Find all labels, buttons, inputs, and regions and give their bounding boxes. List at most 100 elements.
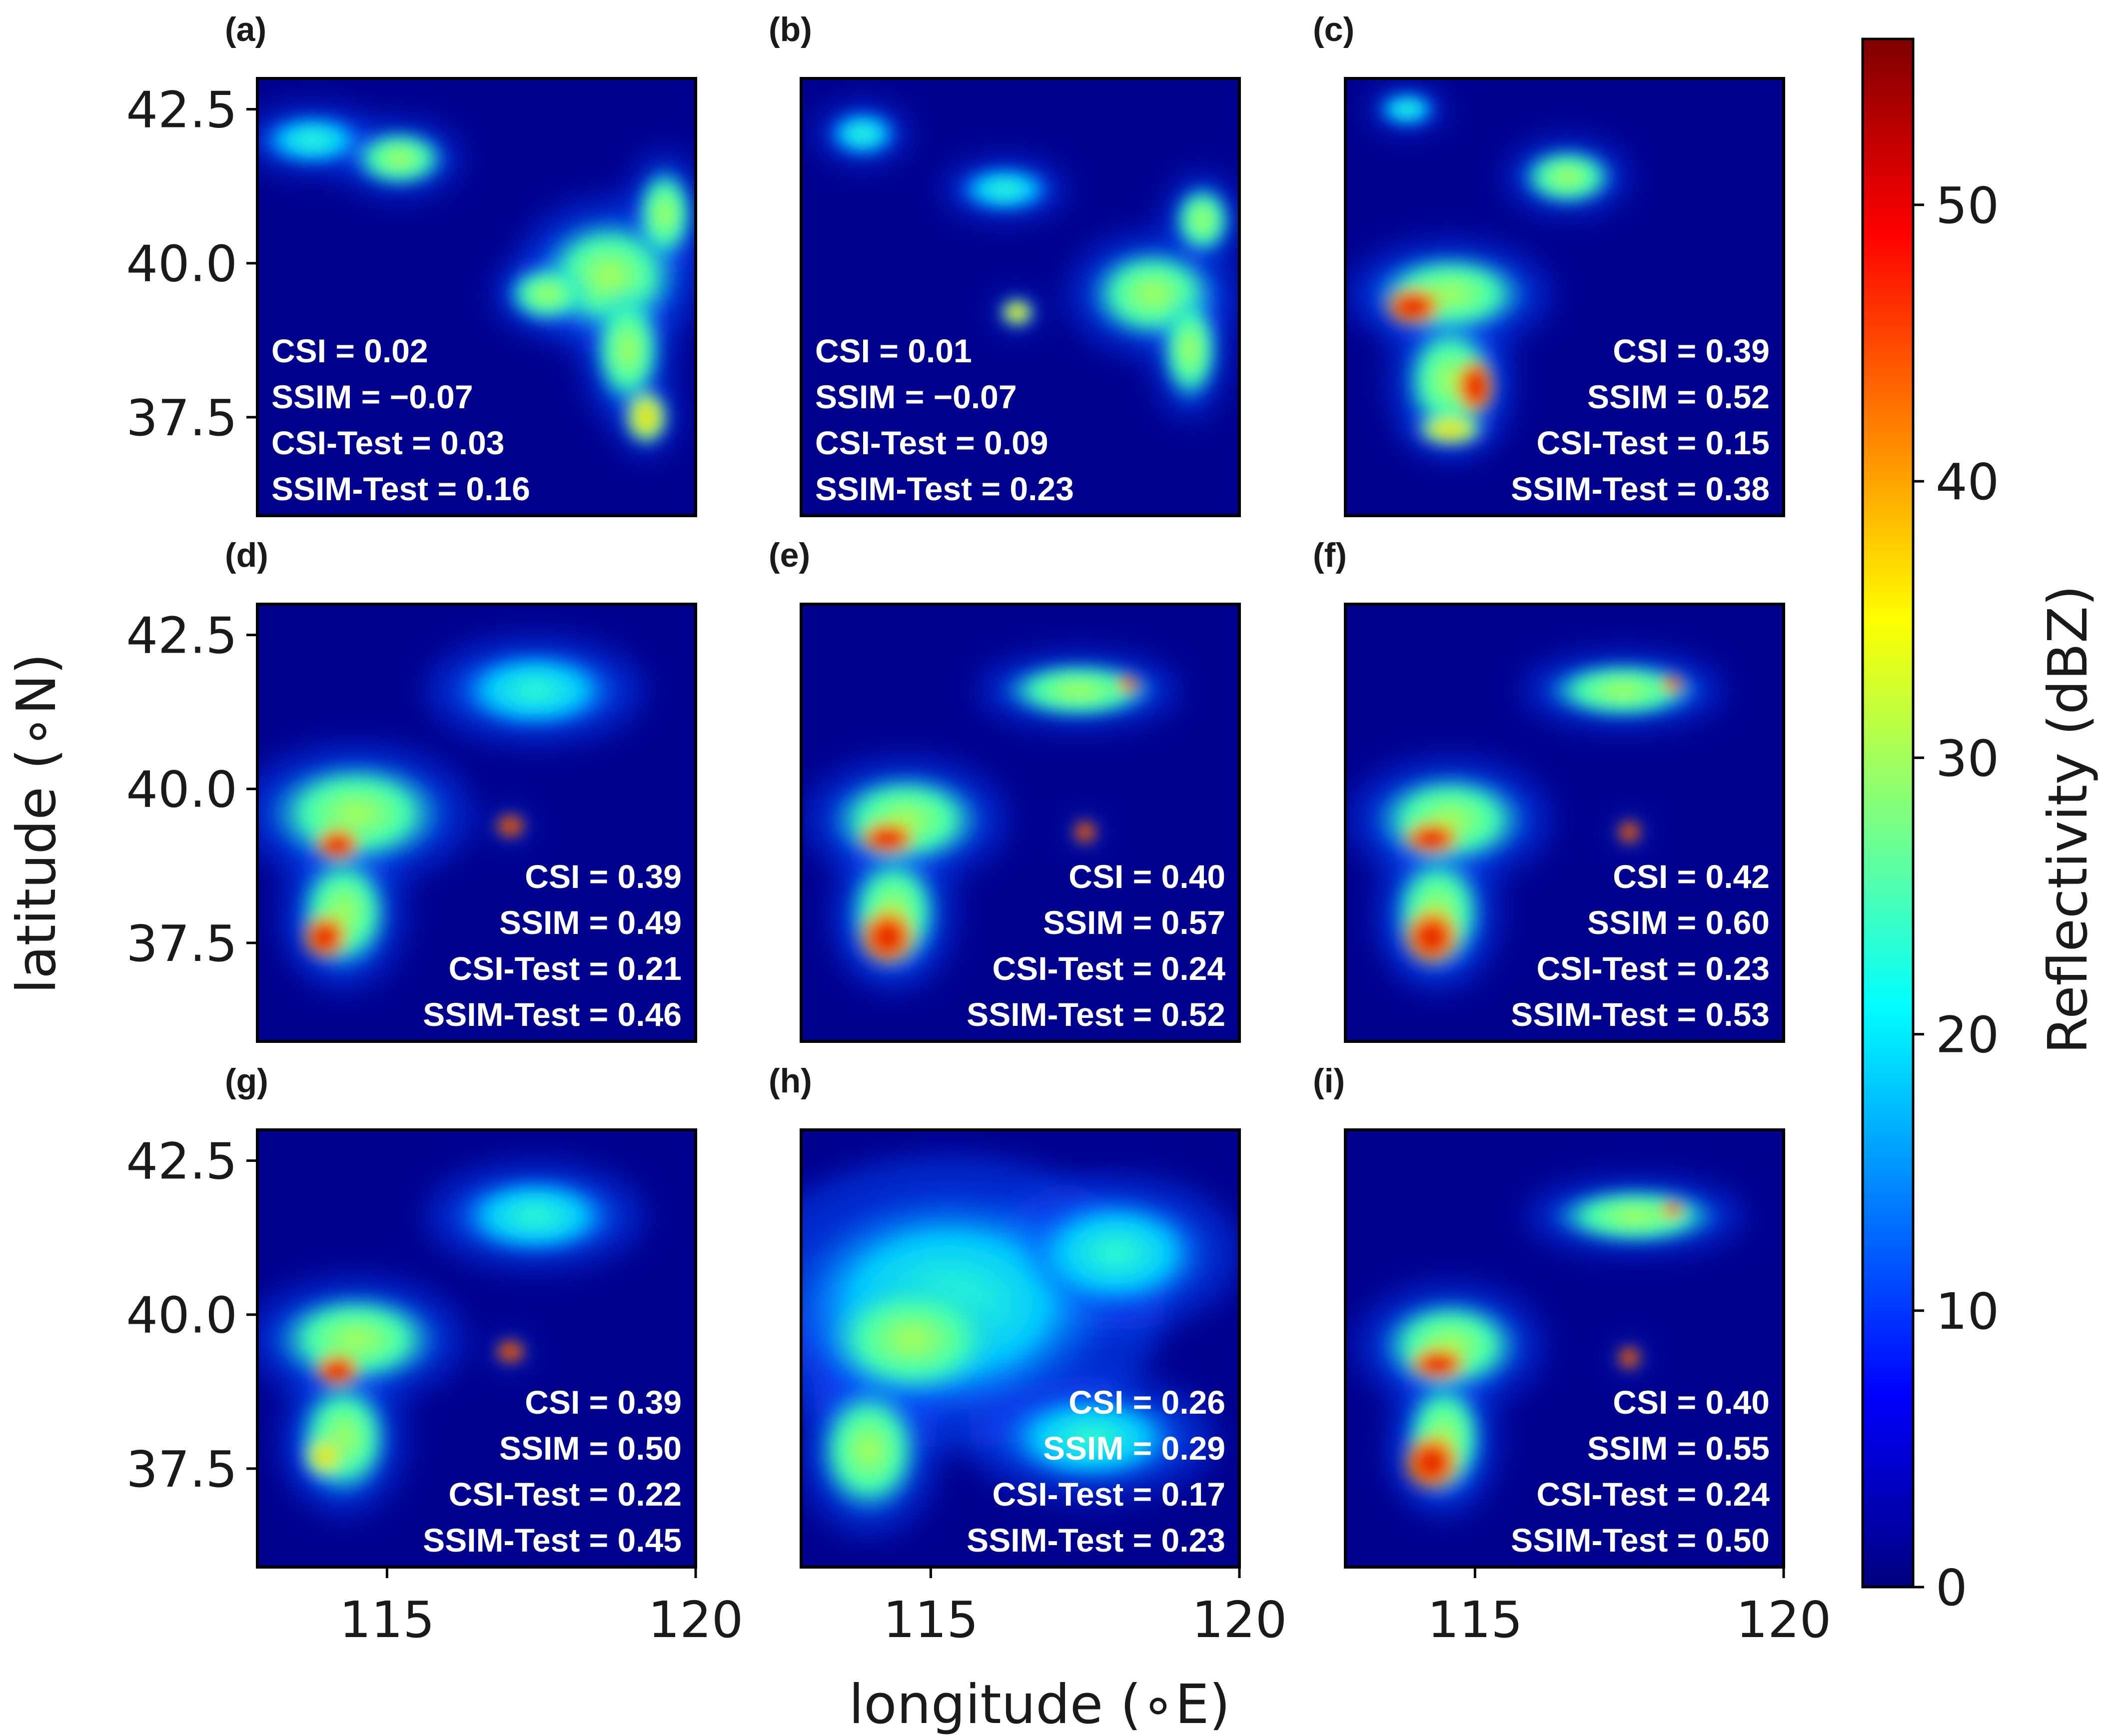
echo-cell xyxy=(1518,146,1617,208)
panel-label: (g) xyxy=(225,1062,268,1100)
echo-cell xyxy=(857,905,919,968)
echo-cell xyxy=(1549,1185,1722,1247)
panel-c: (c) CSI = 0.39 SSIM = 0.52 CSI-Test = 0.15 S… xyxy=(1313,10,1785,517)
metric-ssim-test: SSIM-Test = 0.16 xyxy=(271,470,530,507)
y-tick-label: 40.0 xyxy=(126,761,237,819)
echo-cell xyxy=(1617,820,1642,845)
echo-cell xyxy=(820,1277,1005,1401)
metric-csi-test: CSI-Test = 0.15 xyxy=(1537,424,1770,461)
metric-csi-test: CSI-Test = 0.22 xyxy=(449,1476,682,1513)
reflectivity-field xyxy=(257,636,644,989)
panel-a: (a) CSI = 0.02 SSIM = −0.07 CSI-Test = 0.03… xyxy=(126,10,697,517)
colorbar-tick-label: 40 xyxy=(1936,453,1999,511)
metric-ssim: SSIM = 0.50 xyxy=(499,1430,682,1467)
reflectivity-field xyxy=(801,1156,1239,1535)
panel-frame xyxy=(800,1128,1241,1569)
reflectivity-field xyxy=(816,103,1239,419)
metric-ssim: SSIM = 0.57 xyxy=(1043,904,1225,941)
echo-cell xyxy=(269,1290,443,1389)
echo-cell xyxy=(1407,1345,1469,1383)
panel-g: (g) CSI = 0.39 SSIM = 0.50 CSI-Test = 0.22 S… xyxy=(126,1062,743,1649)
panel-label: (i) xyxy=(1313,1062,1345,1100)
panel-label: (e) xyxy=(769,536,810,574)
colorbar-gradient xyxy=(1861,37,1915,1589)
metric-csi: CSI = 0.39 xyxy=(525,858,682,895)
metric-ssim-test: SSIM-Test = 0.53 xyxy=(1511,996,1770,1033)
echo-cell xyxy=(448,647,622,734)
metric-ssim: SSIM = 0.60 xyxy=(1587,904,1770,941)
metric-csi: CSI = 0.42 xyxy=(1613,858,1770,895)
echo-cell xyxy=(495,814,526,839)
y-tick-label: 42.5 xyxy=(126,81,237,139)
panel-frame xyxy=(1344,77,1785,517)
echo-cell xyxy=(999,659,1159,722)
metric-ssim: SSIM = 0.29 xyxy=(1043,1430,1225,1467)
metric-ssim-test: SSIM-Test = 0.50 xyxy=(1511,1522,1770,1559)
x-tick-label: 120 xyxy=(648,1591,744,1649)
y-tick-label: 37.5 xyxy=(126,914,237,973)
metric-ssim: SSIM = 0.49 xyxy=(499,904,682,941)
panel-frame xyxy=(1344,603,1785,1043)
panel-d: (d) CSI = 0.39 SSIM = 0.49 CSI-Test = 0.21 S… xyxy=(126,536,697,1043)
y-tick-label: 40.0 xyxy=(126,235,237,293)
y-tick-label: 42.5 xyxy=(126,607,237,665)
panel-label: (c) xyxy=(1313,10,1354,48)
metric-ssim: SSIM = 0.52 xyxy=(1587,378,1770,415)
echo-cell xyxy=(257,112,369,168)
shared-axes: latitude (∘N) longitude (∘E) xyxy=(5,653,1230,1736)
reflectivity-field xyxy=(1350,86,1630,457)
panel-frame xyxy=(256,603,697,1043)
metric-ssim: SSIM = 0.55 xyxy=(1587,1430,1770,1467)
metric-csi-test: CSI-Test = 0.23 xyxy=(1537,950,1770,987)
metric-ssim-test: SSIM-Test = 0.23 xyxy=(815,470,1074,507)
echo-cell xyxy=(1401,820,1463,857)
colorbar: 0 10 20 30 40 50 Reflectivity (dBZ) xyxy=(1861,37,2100,1617)
echo-cell xyxy=(634,164,696,263)
metric-csi: CSI = 0.39 xyxy=(1613,332,1770,369)
echo-cell xyxy=(1115,675,1141,694)
y-axis-title: latitude (∘N) xyxy=(5,653,68,993)
echo-cell xyxy=(813,1382,925,1518)
x-tick-label: 115 xyxy=(883,1591,979,1649)
echo-cell xyxy=(1382,284,1444,328)
metric-csi: CSI = 0.40 xyxy=(1613,1384,1770,1421)
x-tick-label: 115 xyxy=(339,1591,435,1649)
reflectivity-field xyxy=(1357,1177,1744,1515)
panel-f: (f) CSI = 0.42 SSIM = 0.60 CSI-Test = 0.23 S… xyxy=(1313,536,1785,1043)
colorbar-tick-label: 0 xyxy=(1936,1559,1968,1617)
echo-cell xyxy=(1072,820,1097,845)
metric-ssim-test: SSIM-Test = 0.46 xyxy=(423,996,682,1033)
panel-label: (f) xyxy=(1313,536,1347,574)
metric-csi-test: CSI-Test = 0.24 xyxy=(993,950,1226,987)
panel-label: (b) xyxy=(769,10,812,48)
echo-cell xyxy=(300,912,350,961)
y-tick-label: 42.5 xyxy=(126,1132,237,1191)
echo-cell xyxy=(350,127,449,189)
echo-cell xyxy=(955,164,1054,214)
echo-cell xyxy=(504,263,591,325)
panel-frame xyxy=(800,603,1241,1043)
echo-cell xyxy=(300,1431,350,1481)
reflectivity-field xyxy=(257,1162,644,1515)
echo-cell xyxy=(992,1388,1190,1487)
metric-csi-test: CSI-Test = 0.21 xyxy=(449,950,682,987)
panel-frame xyxy=(1344,1128,1785,1569)
echo-cell xyxy=(1376,90,1438,128)
metric-csi: CSI = 0.01 xyxy=(815,332,972,369)
panel-label: (a) xyxy=(225,10,266,48)
x-tick-label: 120 xyxy=(1736,1591,1832,1649)
metric-ssim-test: SSIM-Test = 0.23 xyxy=(967,1522,1225,1559)
colorbar-tick-label: 10 xyxy=(1936,1282,1999,1341)
metric-ssim: SSIM = −0.07 xyxy=(815,378,1017,415)
echo-cell xyxy=(1660,1200,1685,1219)
metric-csi-test: CSI-Test = 0.24 xyxy=(1537,1476,1770,1513)
echo-cell xyxy=(313,826,362,863)
echo-cell xyxy=(1171,183,1233,257)
metric-csi-test: CSI-Test = 0.17 xyxy=(993,1476,1225,1513)
metric-csi: CSI = 0.39 xyxy=(525,1384,682,1421)
colorbar-tick-label: 50 xyxy=(1936,176,1999,235)
metric-csi: CSI = 0.26 xyxy=(1068,1384,1225,1421)
metric-ssim: SSIM = −0.07 xyxy=(271,378,473,415)
panel-frame xyxy=(800,77,1241,517)
